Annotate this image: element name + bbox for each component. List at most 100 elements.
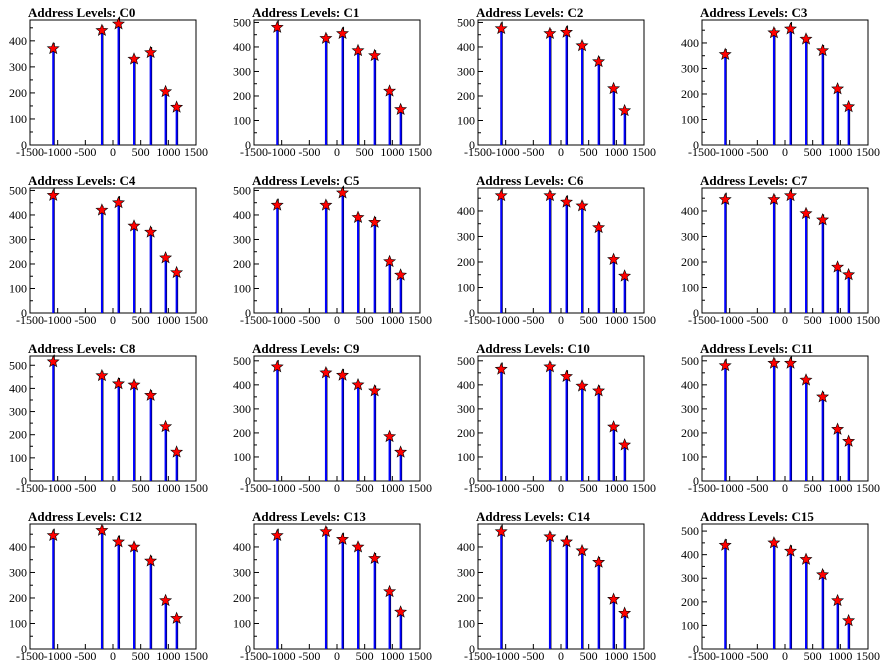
peak-marker <box>112 535 125 548</box>
x-tick-label: 1000 <box>828 649 852 663</box>
bar <box>276 535 279 649</box>
peak-marker <box>170 611 184 624</box>
bar <box>548 366 551 481</box>
peak-marker <box>46 528 60 541</box>
bar <box>100 530 103 649</box>
peak-marker <box>127 219 141 232</box>
chart-panel: Address Levels: C5 0 100 200 300 400 500 -1500-… <box>224 168 448 336</box>
bar <box>500 195 503 313</box>
peak-marker <box>842 434 856 447</box>
bar <box>789 363 792 481</box>
plot-frame <box>477 187 645 314</box>
bar <box>175 107 178 145</box>
bar <box>164 257 167 313</box>
x-tick-label: 0 <box>110 145 116 159</box>
peak-marker <box>112 376 125 390</box>
y-tick-label: 400 <box>681 36 699 50</box>
chart-title: Address Levels: C9 <box>252 341 360 356</box>
chart-svg: Address Levels: C7 0 100 200 300 400 -1500 -100… <box>681 173 880 327</box>
x-tick-label: -1000 <box>268 313 296 327</box>
y-tick-label: 400 <box>457 378 475 392</box>
peak-marker <box>784 544 797 557</box>
chart-title: Address Levels: C8 <box>28 341 136 356</box>
bar <box>836 600 839 649</box>
y-tick-label: 500 <box>233 15 251 29</box>
x-tick-label: -1000 <box>268 481 296 495</box>
y-tick-label: 200 <box>681 595 699 609</box>
chart-panel: Address Levels: C13 0 100 200 300 400 -1500 -10… <box>224 504 448 672</box>
peak-marker <box>159 84 173 98</box>
x-tick-label: 0 <box>334 481 340 495</box>
bar <box>175 272 178 313</box>
bar <box>388 436 391 481</box>
x-tick-label: -500 <box>298 481 320 495</box>
x-tick-label: 0 <box>782 145 788 159</box>
y-tick-label: 100 <box>233 450 251 464</box>
peak-marker <box>319 31 333 44</box>
bar <box>117 541 120 649</box>
bar <box>805 559 808 649</box>
x-tick-label: -1000 <box>716 145 744 159</box>
x-tick-label: -1500 <box>16 313 44 327</box>
bar <box>276 27 279 145</box>
x-tick-label: -1000 <box>492 313 520 327</box>
y-tick-label: 200 <box>233 257 251 271</box>
y-tick-label: 200 <box>457 89 475 103</box>
peak-marker <box>592 54 606 68</box>
chart-svg: Address Levels: C15 0 100 200 300 400 500 -1500… <box>681 509 880 663</box>
peak-marker <box>383 84 397 97</box>
x-tick-label: -1500 <box>240 649 268 663</box>
bar <box>612 259 615 313</box>
peak-marker <box>618 606 632 619</box>
bar <box>789 28 792 145</box>
x-tick-label: 1000 <box>828 481 852 495</box>
plot-frame <box>701 19 869 146</box>
x-tick-label: 500 <box>356 145 374 159</box>
x-tick-label: -500 <box>74 649 96 663</box>
x-tick-label: -500 <box>746 481 768 495</box>
peak-marker <box>618 103 632 117</box>
x-tick-label: 500 <box>804 649 822 663</box>
y-tick-label: 400 <box>233 540 251 554</box>
x-tick-label: -1500 <box>688 649 716 663</box>
plot-frame <box>29 355 197 482</box>
bar <box>52 361 55 481</box>
chart-title: Address Levels: C4 <box>28 173 136 188</box>
bar <box>612 599 615 649</box>
bar <box>149 232 152 313</box>
chart-svg: Address Levels: C14 0 100 200 300 400 -1500 -10… <box>457 509 656 663</box>
peak-marker <box>842 99 856 113</box>
peak-marker <box>592 384 606 397</box>
y-tick-label: 300 <box>681 402 699 416</box>
x-tick-label: -500 <box>298 145 320 159</box>
peak-marker <box>336 26 349 39</box>
chart-panel: Address Levels: C6 0 100 200 300 400 -1500 -100… <box>448 168 672 336</box>
x-tick-label: 500 <box>132 481 150 495</box>
chart-panel: Address Levels: C2 0 100 200 300 400 500 -1500-… <box>448 0 672 168</box>
y-tick-label: 300 <box>457 229 475 243</box>
x-tick-label: 1000 <box>156 649 180 663</box>
peak-marker <box>351 210 365 223</box>
chart-panel: Address Levels: C10 0 100 200 300 400 500 -1500… <box>448 336 672 504</box>
bar <box>133 59 136 145</box>
bar <box>164 600 167 649</box>
plot-frame <box>253 523 421 650</box>
chart-title: Address Levels: C2 <box>476 5 583 20</box>
x-tick-label: -1000 <box>44 145 72 159</box>
bar <box>789 551 792 649</box>
bar <box>149 52 152 146</box>
x-tick-label: 1500 <box>632 313 656 327</box>
x-tick-label: 1500 <box>632 649 656 663</box>
peak-marker <box>494 21 508 35</box>
x-tick-label: 0 <box>558 313 564 327</box>
y-tick-label: 0 <box>469 138 475 152</box>
chart-panel: Address Levels: C7 0 100 200 300 400 -1500 -100… <box>672 168 896 336</box>
x-tick-label: 1000 <box>604 481 628 495</box>
y-tick-label: 0 <box>693 474 699 488</box>
bar <box>164 426 167 481</box>
bar <box>581 205 584 313</box>
peak-marker <box>170 265 184 279</box>
chart-svg: Address Levels: C50100200300400500-1500-… <box>233 173 432 327</box>
y-tick-label: 0 <box>245 474 251 488</box>
chart-title: Address Levels: C7 <box>700 173 808 188</box>
